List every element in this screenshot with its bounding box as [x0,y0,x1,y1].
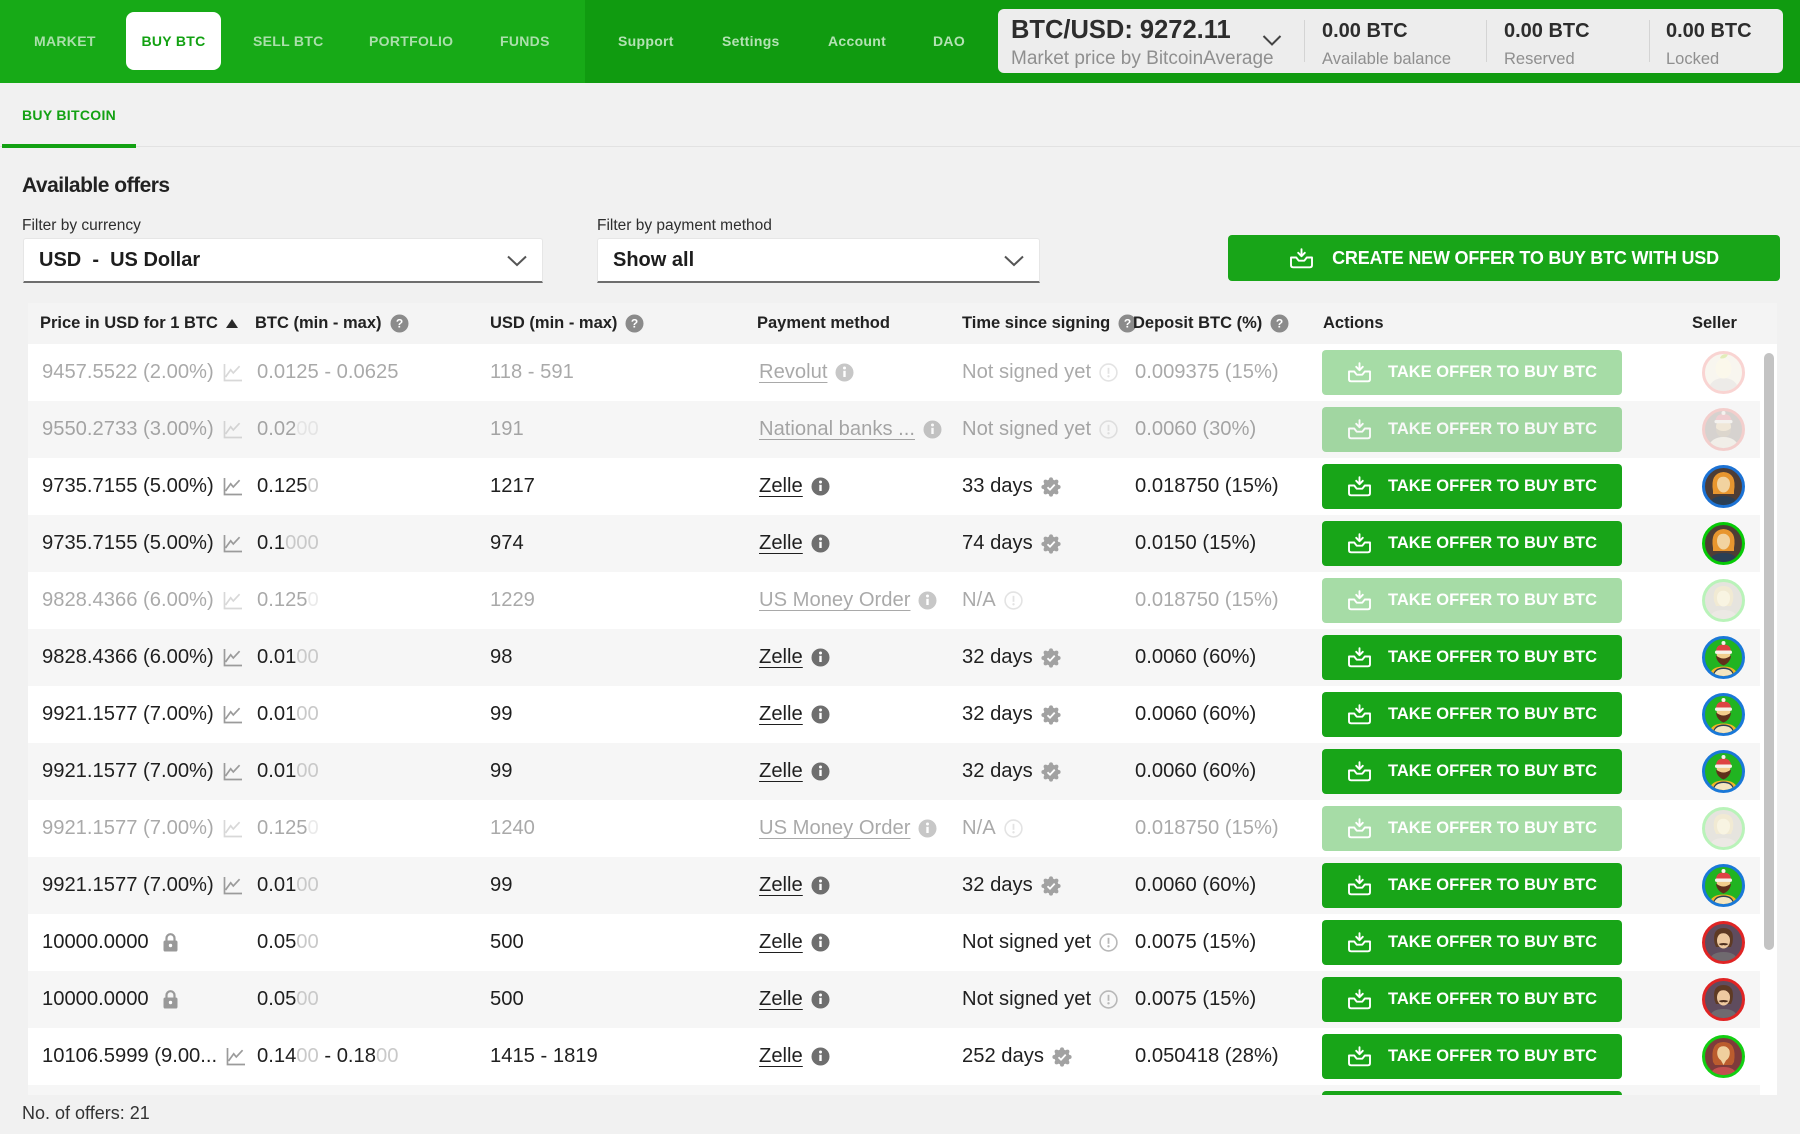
svg-text:?: ? [631,317,638,331]
svg-text:?: ? [1276,317,1283,331]
svg-text:?: ? [1124,317,1131,331]
svg-text:?: ? [395,317,402,331]
